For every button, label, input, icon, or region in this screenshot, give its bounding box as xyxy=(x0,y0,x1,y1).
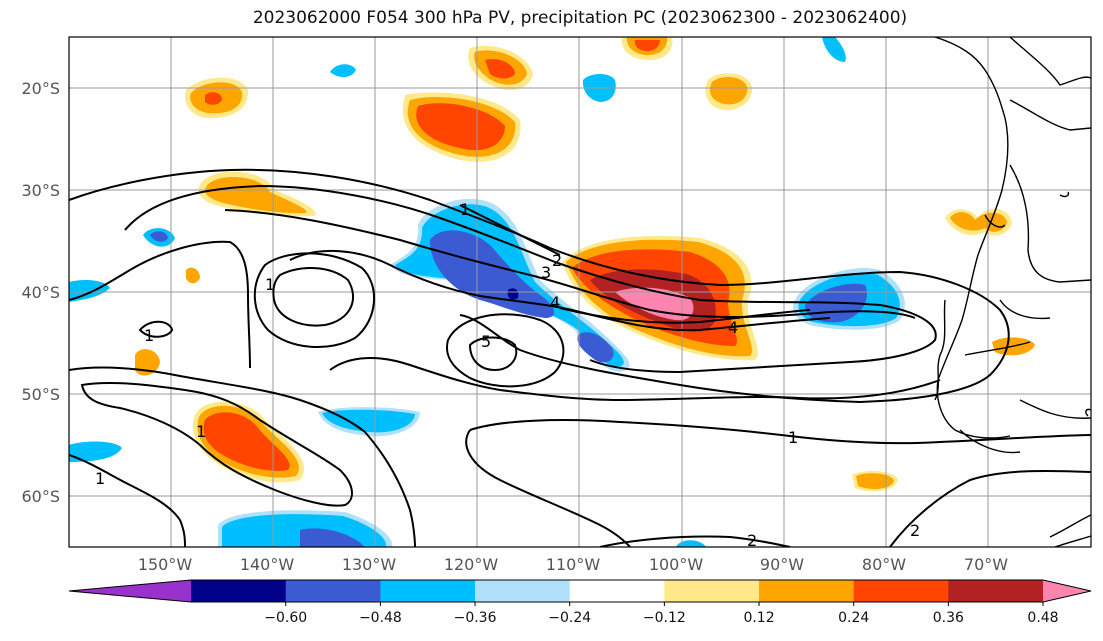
lat-axis: 20°S 30°S 40°S 50°S 60°S xyxy=(21,79,60,506)
pv-contour-1-mid-b xyxy=(465,429,631,547)
colorbar: −0.60 −0.48 −0.36 −0.24 −0.12 0.12 0.24 0.36 0.4… xyxy=(68,579,1092,626)
pv-contour-4-inner xyxy=(559,307,811,324)
pv-contour-1-small xyxy=(138,320,174,338)
pv-contour-2-se xyxy=(889,469,1091,547)
contour-label: 1 xyxy=(196,422,206,441)
precip-positive-area xyxy=(205,176,307,214)
colorbar-bin xyxy=(759,580,855,602)
contour-label: 1 xyxy=(144,326,154,345)
colorbar-outline xyxy=(68,579,1092,603)
pv-contour-2 xyxy=(124,184,937,374)
precip-negative-area xyxy=(577,332,614,363)
contour-label: 4 xyxy=(728,318,738,337)
colorbar-bin xyxy=(475,580,571,602)
coastline-layer xyxy=(934,37,1091,547)
colorbar-extend-low xyxy=(69,580,192,602)
precip-positive-area xyxy=(205,92,222,105)
precip-negative-area xyxy=(507,288,519,300)
contour-label-layer: 1 2 3 4 5 1 1 1 1 4 1 2 2 xyxy=(95,200,920,550)
precip-positive-area xyxy=(634,40,660,52)
precip-negative-area xyxy=(822,37,846,62)
precip-positive-area xyxy=(485,58,515,79)
lon-label: 150°W xyxy=(138,555,193,574)
lon-label: 110°W xyxy=(546,555,601,574)
pv-contour-lower-loop xyxy=(80,381,353,507)
pv-contour-5-outer xyxy=(446,313,565,388)
contour-label: 1 xyxy=(95,469,105,488)
contour-label: 1 xyxy=(265,275,275,294)
contour-label: 1 xyxy=(788,428,798,447)
lon-label: 80°W xyxy=(862,555,906,574)
lat-label: 20°S xyxy=(21,79,60,98)
colorbar-bin xyxy=(948,580,1044,602)
precip-negative-area xyxy=(676,540,706,547)
lon-label: 140°W xyxy=(240,555,295,574)
map-border xyxy=(68,36,1092,548)
colorbar-bin xyxy=(664,580,760,602)
colorbar-tick-label: −0.60 xyxy=(264,610,307,626)
precip-positive-area xyxy=(203,412,290,471)
precip-negative-area xyxy=(150,231,168,242)
colorbar-tick-label: −0.12 xyxy=(643,610,686,626)
pv-contour-1 xyxy=(69,168,1010,404)
precip-positive-area xyxy=(856,473,894,489)
contour-label: 1 xyxy=(460,200,470,219)
precip-positive-area xyxy=(186,267,200,284)
contour-label: 5 xyxy=(481,332,491,351)
contour-label: 3 xyxy=(541,263,551,282)
pv-contour-1-mid xyxy=(469,419,1091,445)
pv-contour-ring-1 xyxy=(272,267,354,327)
lat-label: 30°S xyxy=(21,181,60,200)
precip-negative-area xyxy=(322,409,415,433)
lon-axis: 150°W 140°W 130°W 120°W 110°W 100°W 90°W… xyxy=(138,555,1008,574)
pv-contour-outer-west xyxy=(69,240,251,369)
colorbar-bin xyxy=(191,580,287,602)
colorbar-extend-high xyxy=(1043,580,1091,602)
pv-contour-1-sw xyxy=(69,454,186,547)
colorbar-bin xyxy=(285,580,381,602)
colorbar-tick-label: 0.36 xyxy=(933,610,964,626)
colorbar-tick-label: 0.12 xyxy=(743,610,774,626)
lon-label: 120°W xyxy=(444,555,499,574)
precip-positive-area xyxy=(710,76,748,105)
colorbar-tick-label: 0.24 xyxy=(838,610,869,626)
pv-contour-3 xyxy=(224,209,916,319)
precip-negative-area xyxy=(330,64,356,78)
colorbar-bin xyxy=(853,580,949,602)
lat-label: 60°S xyxy=(21,487,60,506)
pv-contour-south xyxy=(329,357,941,402)
pv-contour-2-south xyxy=(599,535,791,547)
pv-contour-4 xyxy=(289,250,831,332)
map-title: 2023062000 F054 300 hPa PV, precipitatio… xyxy=(252,8,908,28)
pv-contour-layer xyxy=(69,168,1091,547)
pv-contour-5-ring xyxy=(468,336,518,372)
contour-label: 2 xyxy=(910,521,920,540)
graticule xyxy=(69,37,1091,547)
pv-contour-1b xyxy=(459,204,561,256)
lon-label: 70°W xyxy=(964,555,1008,574)
colorbar-bin xyxy=(569,580,665,602)
precip-fill-layer xyxy=(69,37,1035,547)
lon-label: 130°W xyxy=(342,555,397,574)
colorbar-tick-label: −0.24 xyxy=(548,610,591,626)
contour-label: 4 xyxy=(550,293,560,312)
lat-label: 40°S xyxy=(21,283,60,302)
contour-label: 2 xyxy=(747,531,757,550)
lon-label: 90°W xyxy=(760,555,804,574)
colorbar-tick-label: 0.48 xyxy=(1027,610,1058,626)
precip-positive-area xyxy=(416,103,505,151)
pv-contour-ring-2 xyxy=(253,252,375,348)
precip-negative-area xyxy=(300,528,365,547)
contour-label: 2 xyxy=(552,251,562,270)
colorbar-tick-label: −0.48 xyxy=(359,610,402,626)
lon-label: 100°W xyxy=(649,555,704,574)
precip-negative-area xyxy=(69,441,122,462)
lat-label: 50°S xyxy=(21,385,60,404)
precip-negative-area xyxy=(430,230,555,318)
pv-contour-1-south xyxy=(69,366,416,547)
colorbar-bin xyxy=(380,580,476,602)
colorbar-tick-label: −0.36 xyxy=(454,610,497,626)
